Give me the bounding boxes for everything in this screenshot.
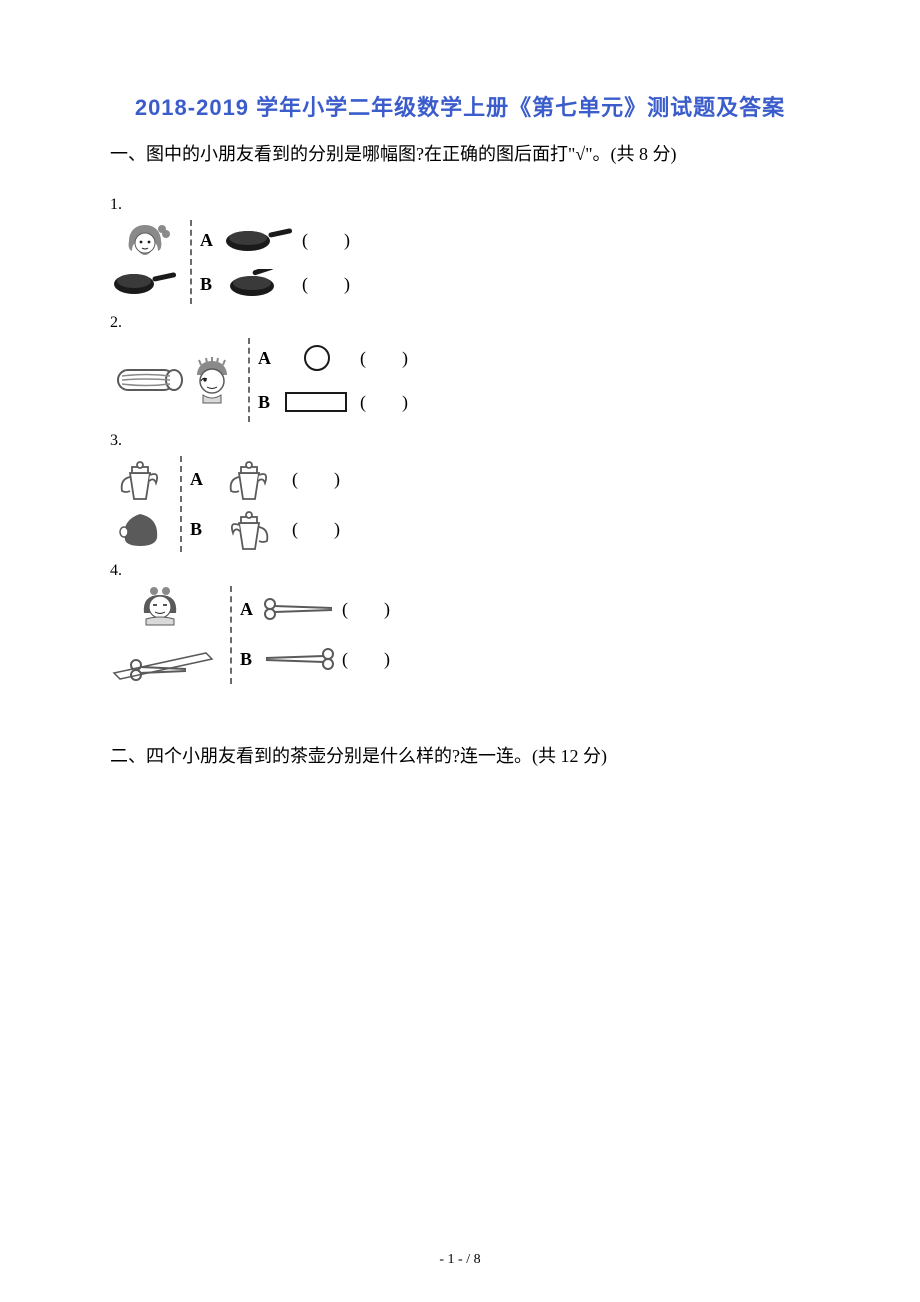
dashed-divider [230,586,232,684]
options-col: A ( ) B [190,454,340,554]
page-title: 2018-2019 学年小学二年级数学上册《第七单元》测试题及答案 [110,90,810,122]
section-2-heading: 二、四个小朋友看到的茶壶分别是什么样的?连一连。(共 12 分) [110,738,810,774]
option-row: A ( ) [258,336,408,380]
answer-blank[interactable]: ( ) [292,519,340,540]
question-block: 3. [110,432,810,554]
option-row: A ( ) [240,584,390,634]
girl-desk-icon [110,584,220,644]
option-row: A ( ) [200,218,350,262]
pan-handle-behind-icon [220,269,298,299]
scissors-handle-right-icon [260,645,338,673]
question-number: 1. [110,196,810,214]
answer-blank[interactable]: ( ) [302,230,350,251]
answer-blank[interactable]: ( ) [360,392,408,413]
pan-icon [110,262,180,306]
option-label: B [240,649,260,670]
kettle-spout-right-icon [210,455,288,503]
question-block: 4. [110,562,810,686]
option-label: B [258,392,278,413]
pan-handle-right-icon [220,225,298,255]
question-row: A ( ) B ( ) [110,336,810,424]
option-label: B [200,274,220,295]
log-cylinder-icon [110,360,186,400]
option-row: B ( ) [190,504,340,554]
question-row: A ( ) B [110,584,810,686]
observer-object-col [110,218,186,306]
girl-head-icon [110,218,180,262]
question-number: 3. [110,432,810,450]
question-row: A ( ) B [110,454,810,554]
worksheet-page: 2018-2019 学年小学二年级数学上册《第七单元》测试题及答案 一、图中的小… [0,0,920,1302]
option-row: B ( ) [258,380,408,424]
option-row: B ( ) [200,262,350,306]
question-block: 2. [110,314,810,424]
option-label: A [190,469,210,490]
answer-blank[interactable]: ( ) [342,649,390,670]
answer-blank[interactable]: ( ) [360,348,408,369]
scissors-on-desk-icon [110,644,220,686]
answer-blank[interactable]: ( ) [302,274,350,295]
question-number: 2. [110,314,810,332]
option-row: B ( ) [240,634,390,684]
kettle-icon [110,454,170,504]
option-label: B [190,519,210,540]
options-col: A ( ) B ( ) [258,336,408,424]
options-col: A ( ) B [240,584,390,684]
option-label: A [200,230,220,251]
kettle-spout-left-icon [210,505,288,553]
question-block: 1. [110,196,810,306]
observer-object-col [110,336,244,424]
option-label: A [240,599,260,620]
page-number: - 1 - / 8 [0,1252,920,1268]
scissors-handle-left-icon [260,595,338,623]
dashed-divider [248,338,250,422]
question-row: A ( ) B [110,218,810,306]
section-1-heading: 一、图中的小朋友看到的分别是哪幅图?在正确的图后面打"√"。(共 8 分) [110,136,810,172]
options-col: A ( ) B [200,218,350,306]
rectangle-outline-icon [278,387,356,417]
boy-head-icon [186,355,238,405]
answer-blank[interactable]: ( ) [342,599,390,620]
head-back-icon [110,504,170,550]
observer-object-col [110,454,176,550]
dashed-divider [190,220,192,304]
answer-blank[interactable]: ( ) [292,469,340,490]
question-number: 4. [110,562,810,580]
dashed-divider [180,456,182,552]
option-row: A ( ) [190,454,340,504]
circle-outline-icon [278,341,356,375]
option-label: A [258,348,278,369]
observer-object-col [110,584,226,686]
